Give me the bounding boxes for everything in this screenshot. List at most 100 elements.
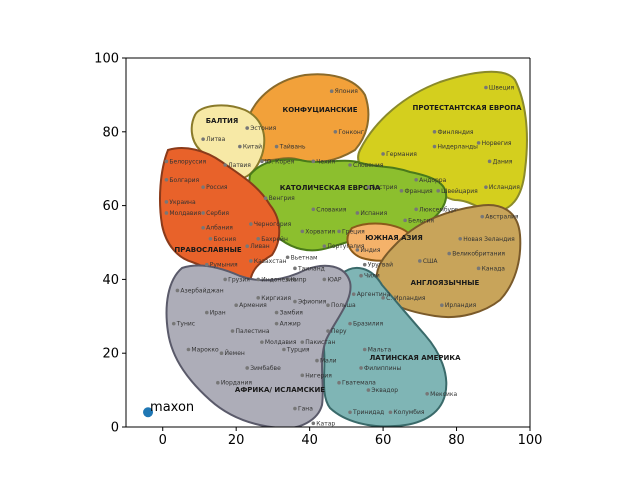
country-dot bbox=[234, 303, 238, 308]
country-label: Исландия bbox=[489, 184, 520, 191]
country-dot bbox=[164, 200, 169, 204]
country-label: Болгария bbox=[169, 177, 199, 184]
region-label: ПРОТЕСТАНТСКАЯ ЕВРОПА bbox=[412, 104, 522, 112]
country-dot bbox=[476, 141, 481, 145]
country-dot bbox=[381, 296, 385, 300]
country-label: Молдавия bbox=[265, 339, 297, 346]
country-dot bbox=[487, 159, 492, 164]
country-label: Гонконг bbox=[338, 129, 364, 136]
country-dot bbox=[337, 380, 341, 385]
country-dot bbox=[201, 137, 205, 141]
country-dot bbox=[440, 303, 444, 308]
country-dot bbox=[175, 288, 180, 293]
country-dot bbox=[300, 229, 305, 234]
country-label: Индонезия bbox=[261, 276, 296, 283]
country-dot bbox=[484, 185, 488, 189]
country-dot bbox=[381, 152, 385, 156]
country-dot bbox=[274, 144, 279, 149]
country-label: Зимбабве bbox=[250, 365, 281, 372]
country-label: Белоруссия bbox=[169, 158, 206, 165]
country-dot bbox=[274, 310, 279, 315]
country-label: Ирландия bbox=[445, 302, 477, 309]
country-dot bbox=[326, 329, 330, 333]
country-label: Таиланд bbox=[297, 265, 325, 272]
country-label: Люксембург bbox=[419, 206, 458, 213]
country-label: Румыния bbox=[210, 262, 238, 269]
country-label: Кипр bbox=[291, 276, 307, 283]
region-label: ЛАТИНСКАЯ АМЕРИКА bbox=[369, 354, 461, 362]
country-dot bbox=[311, 207, 316, 212]
country-label: Андорра bbox=[419, 177, 446, 184]
y-tick-label: 20 bbox=[102, 347, 119, 362]
region-label: БАЛТИЯ bbox=[206, 117, 239, 125]
country-label: Франция bbox=[404, 188, 433, 195]
country-label: Вьетнам bbox=[291, 254, 318, 261]
country-dot bbox=[260, 340, 264, 344]
country-dot bbox=[238, 144, 242, 149]
country-label: Колумбия bbox=[393, 409, 424, 416]
country-dot bbox=[205, 310, 209, 315]
x-tick-label: 20 bbox=[228, 433, 245, 448]
country-label: Эстония bbox=[250, 125, 276, 132]
country-dot bbox=[186, 347, 191, 352]
country-dot bbox=[326, 303, 330, 308]
country-dot bbox=[263, 196, 268, 201]
country-dot bbox=[366, 185, 371, 189]
country-dot bbox=[311, 421, 316, 426]
country-dot bbox=[223, 277, 227, 282]
country-label: Чехия bbox=[316, 158, 335, 165]
country-dot bbox=[201, 225, 205, 230]
country-dot bbox=[293, 299, 297, 304]
country-dot bbox=[293, 406, 297, 411]
country-dot bbox=[337, 229, 341, 234]
x-tick-label: 0 bbox=[159, 433, 167, 448]
country-dot bbox=[476, 266, 481, 271]
country-label: Эфиопия bbox=[298, 299, 327, 306]
country-dot bbox=[164, 159, 169, 164]
country-dot bbox=[484, 85, 488, 90]
country-dot bbox=[399, 189, 404, 193]
culture-map-background: БАЛТИЯ КОНФУЦИАНСКИЕ ПРОТЕСТАНТСКАЯ ЕВРОПА… bbox=[126, 58, 530, 427]
country-dot bbox=[201, 185, 205, 189]
country-label: Армения bbox=[239, 302, 267, 309]
country-dot bbox=[282, 347, 286, 352]
country-dot bbox=[171, 321, 176, 326]
country-label: Бельгия bbox=[408, 217, 434, 224]
region-label: АФРИКА/ ИСЛАМСКИЕ bbox=[235, 386, 325, 394]
country-dot bbox=[480, 214, 485, 219]
country-label: Замбия bbox=[280, 310, 304, 317]
country-dot bbox=[359, 366, 363, 370]
country-dot bbox=[208, 237, 213, 241]
country-label: Новая Зеландия bbox=[463, 236, 515, 243]
country-label: Индия bbox=[360, 247, 380, 254]
country-label: Тринидад bbox=[352, 409, 384, 416]
country-label: Финляндия bbox=[438, 129, 474, 136]
country-dot bbox=[311, 159, 316, 164]
country-label: Великобритания bbox=[452, 251, 505, 258]
country-label: Молдавия bbox=[169, 210, 201, 217]
country-label: Португалия bbox=[327, 243, 365, 250]
country-dot bbox=[348, 410, 352, 415]
country-dot bbox=[260, 159, 264, 164]
country-label: ЮАР bbox=[327, 276, 342, 283]
y-tick-label: 60 bbox=[102, 199, 119, 214]
country-dot bbox=[322, 244, 327, 248]
country-label: Тайвань bbox=[279, 144, 306, 151]
country-label: Казахстан bbox=[254, 258, 287, 265]
country-label: Уругвай bbox=[368, 262, 393, 269]
data-points: maxon bbox=[143, 400, 194, 418]
country-dot bbox=[355, 211, 360, 215]
country-label: Словакия bbox=[316, 206, 346, 213]
country-label: Швеция bbox=[489, 85, 515, 92]
country-label: Гватемала bbox=[342, 380, 376, 387]
country-label: Литва bbox=[206, 136, 225, 143]
country-label: Канада bbox=[482, 265, 506, 272]
country-label: Иран bbox=[210, 310, 226, 317]
country-dot bbox=[216, 380, 220, 385]
country-dot bbox=[366, 388, 371, 392]
country-dot bbox=[245, 126, 249, 130]
country-dot bbox=[351, 292, 356, 296]
country-dot bbox=[164, 211, 169, 215]
country-label: Марокко bbox=[191, 347, 219, 354]
x-tick-label: 60 bbox=[375, 433, 392, 448]
